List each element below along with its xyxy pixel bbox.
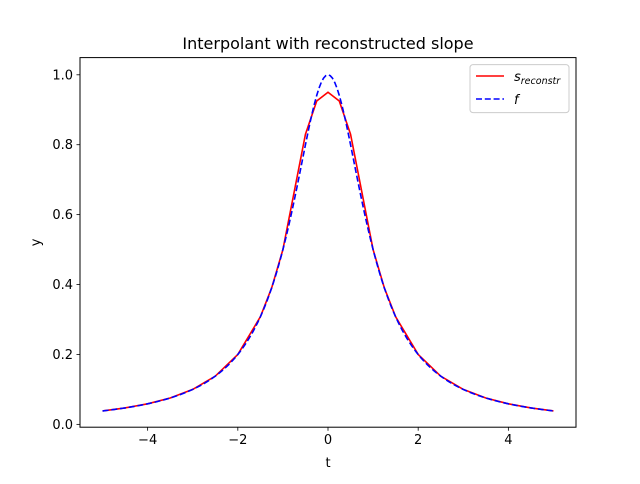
series-line-s-reconstr <box>102 91 554 412</box>
x-tick-label: 2 <box>414 433 422 448</box>
y-tick-label: 0.0 <box>52 418 73 433</box>
x-tick-label: 4 <box>504 433 512 448</box>
y-tick-label: 0.8 <box>52 138 73 153</box>
series-layer <box>102 73 554 412</box>
x-tick-label: −2 <box>228 433 247 448</box>
x-tick-label: −4 <box>138 433 157 448</box>
y-tick-label: 0.4 <box>52 278 73 293</box>
y-tick-label: 0.2 <box>52 348 73 363</box>
legend-entry-f-label: f <box>514 93 521 108</box>
x-axis-label: t <box>325 456 330 471</box>
y-axis: 0.0 0.2 0.4 0.6 0.8 1.0 <box>52 68 80 433</box>
y-tick-label: 1.0 <box>52 68 73 83</box>
legend: sreconstr f <box>469 64 570 114</box>
series-line-f <box>102 73 554 412</box>
y-tick-label: 0.6 <box>52 208 73 223</box>
x-tick-label: 0 <box>324 433 332 448</box>
legend-entry-s-reconstr-label: sreconstr <box>514 70 561 87</box>
chart-title: Interpolant with reconstructed slope <box>182 34 473 53</box>
y-axis-label: y <box>29 238 44 246</box>
x-axis: −4 −2 0 2 4 <box>138 427 513 448</box>
